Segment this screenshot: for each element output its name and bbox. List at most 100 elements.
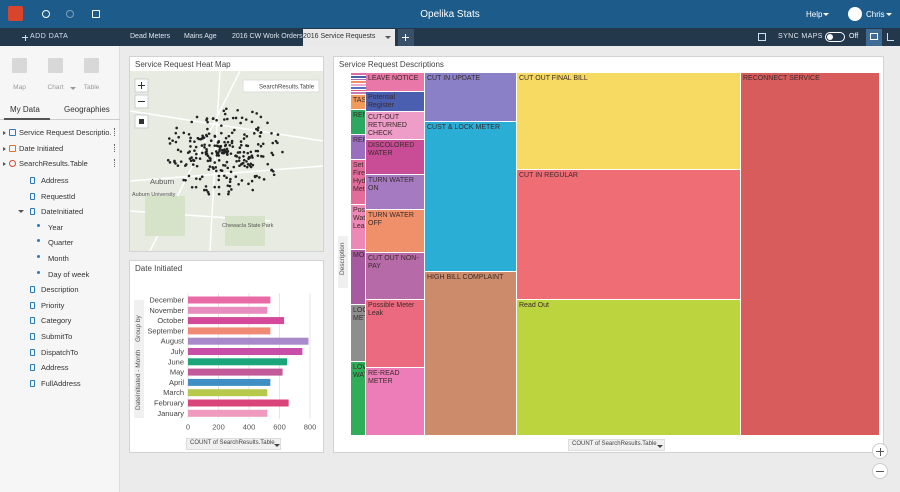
sync-state: Off [849, 33, 859, 40]
sync-toggle[interactable] [825, 32, 845, 42]
theme-icon[interactable] [758, 33, 766, 41]
treemap-tile[interactable]: Possi Wate Leak [351, 205, 366, 250]
x-field-button[interactable] [186, 438, 281, 450]
request-point [176, 148, 180, 152]
page-tab[interactable]: 2016 CW Work Orders [232, 33, 303, 40]
undo-button[interactable] [42, 10, 50, 18]
dataset-name[interactable]: Date Initiated [19, 143, 64, 153]
treemap-tile[interactable]: CUST & LOCK METER [425, 122, 517, 272]
bar [188, 337, 309, 345]
dataset-name[interactable]: SearchResults.Table [19, 159, 88, 168]
treemap-tile[interactable]: DISCOLORED WATER [366, 140, 425, 175]
size-field-button[interactable] [568, 439, 665, 451]
treemap-tile[interactable]: CUT OUT NON-PAY [366, 253, 425, 300]
field-icon [37, 270, 40, 274]
page-tab[interactable]: 2016 Service Requests [303, 33, 376, 40]
y-axis-field-selector[interactable]: DateInitiated - Month [135, 349, 142, 410]
treemap-tile[interactable]: Possible Meter Leak [366, 300, 425, 368]
request-point [220, 124, 223, 127]
treemap-tile[interactable]: TAS [351, 95, 366, 110]
add-data-button[interactable]: ADD DATA [30, 33, 69, 40]
request-point [217, 185, 221, 189]
field-name[interactable]: DispatchTo [41, 347, 79, 357]
treemap-tile[interactable]: LOC MET [351, 305, 366, 362]
request-point [242, 158, 246, 162]
field-name[interactable]: Quarter [48, 238, 74, 248]
dropdown-arrow [274, 444, 280, 447]
request-point [207, 132, 211, 135]
tool-icon[interactable] [48, 58, 63, 73]
treemap-tile[interactable]: Read Out [517, 300, 741, 436]
field-name[interactable]: DateInitiated [41, 207, 84, 217]
field-icon [30, 379, 35, 387]
request-point [216, 151, 219, 155]
tool-icon[interactable] [84, 58, 99, 73]
expand-arrow[interactable] [3, 146, 6, 151]
treemap-tile[interactable]: CUT IN UPDATE [425, 73, 517, 122]
treemap-tile[interactable]: Potential Register [366, 92, 425, 112]
request-point [227, 190, 231, 193]
request-point [188, 150, 191, 153]
expand-arrow[interactable] [3, 162, 6, 166]
request-point [203, 145, 206, 149]
group-by-selector[interactable]: Group by [135, 315, 142, 342]
save-button[interactable] [92, 10, 100, 18]
plus-icon [24, 34, 26, 41]
treemap-tile[interactable]: HIGH BILL COMPLAINT [425, 272, 517, 436]
redo-button[interactable] [66, 10, 74, 18]
place-label: Chewacla State Park [222, 223, 274, 229]
request-point [226, 117, 229, 121]
treemap-tile[interactable]: REN [351, 110, 366, 135]
help-menu[interactable]: Help [806, 10, 823, 19]
treemap-tile[interactable]: Set Fire Hyd Mete [351, 160, 366, 205]
treemap-tile[interactable]: LEAVE NOTICE [366, 73, 425, 92]
sidebar-tab[interactable]: My Data [10, 105, 40, 114]
tool-icon[interactable] [12, 58, 27, 73]
sidebar-tab[interactable]: Geographies [64, 105, 110, 114]
treemap-tile[interactable]: TURN WATER ON [366, 175, 425, 210]
treemap-tile[interactable]: MOI [351, 250, 366, 305]
dataset-menu[interactable] [114, 128, 116, 136]
request-point [250, 179, 254, 183]
request-point [232, 165, 236, 169]
field-name[interactable]: Priority [41, 300, 65, 310]
dataset-menu[interactable] [114, 143, 116, 152]
x-axis-field-selector[interactable]: COUNT of SearchResults.Table [190, 440, 275, 446]
treemap-tile[interactable]: RE-READ METER [366, 368, 425, 436]
dataset-name[interactable]: Service Request Descriptio... [19, 128, 111, 137]
page-tab[interactable]: Dead Meters [130, 33, 171, 40]
expand-arrow[interactable] [3, 131, 6, 135]
field-name[interactable]: RequestId [41, 191, 76, 201]
treemap-tile[interactable]: TURN WATER OFF [366, 210, 425, 253]
field-name[interactable]: Category [41, 316, 72, 326]
legend-label: SearchResults.Table [259, 85, 315, 91]
page-tab[interactable]: Mains Age [184, 33, 217, 40]
request-point [166, 158, 170, 162]
share-icon[interactable] [887, 33, 894, 41]
field-name[interactable]: Address [41, 363, 69, 373]
dataset-menu[interactable] [114, 159, 116, 167]
field-name[interactable]: SubmitTo [41, 332, 73, 341]
treemap-tile[interactable]: LOW WAT [351, 362, 366, 436]
request-point [223, 118, 226, 121]
size-field-selector[interactable]: COUNT of SearchResults.Table [572, 441, 657, 447]
field-name[interactable]: Address [41, 176, 69, 185]
treemap-tile[interactable]: CUT-OUT RETURNED CHECK [366, 112, 425, 140]
treemap-tile[interactable]: CUT IN REGULAR [517, 170, 741, 300]
treemap-tile[interactable]: CUT OUT FINAL BILL [517, 73, 741, 170]
treemap-tile[interactable]: REP [351, 135, 366, 160]
group-field-selector[interactable]: Description [339, 242, 346, 275]
request-point [276, 133, 280, 136]
park-area [145, 196, 185, 236]
active-tab-underline [4, 118, 50, 120]
user-menu[interactable]: Chris [866, 10, 885, 19]
request-point [217, 139, 221, 143]
treemap-tile[interactable]: RECONNECT SERVICE [741, 73, 880, 436]
field-name[interactable]: Month [48, 254, 69, 263]
request-point [229, 170, 233, 174]
dropdown-arrow [18, 210, 24, 214]
field-name[interactable]: Year [48, 222, 64, 232]
field-name[interactable]: Description [41, 285, 79, 295]
field-name[interactable]: Day of week [48, 269, 90, 279]
field-name[interactable]: FullAddress [41, 378, 81, 388]
